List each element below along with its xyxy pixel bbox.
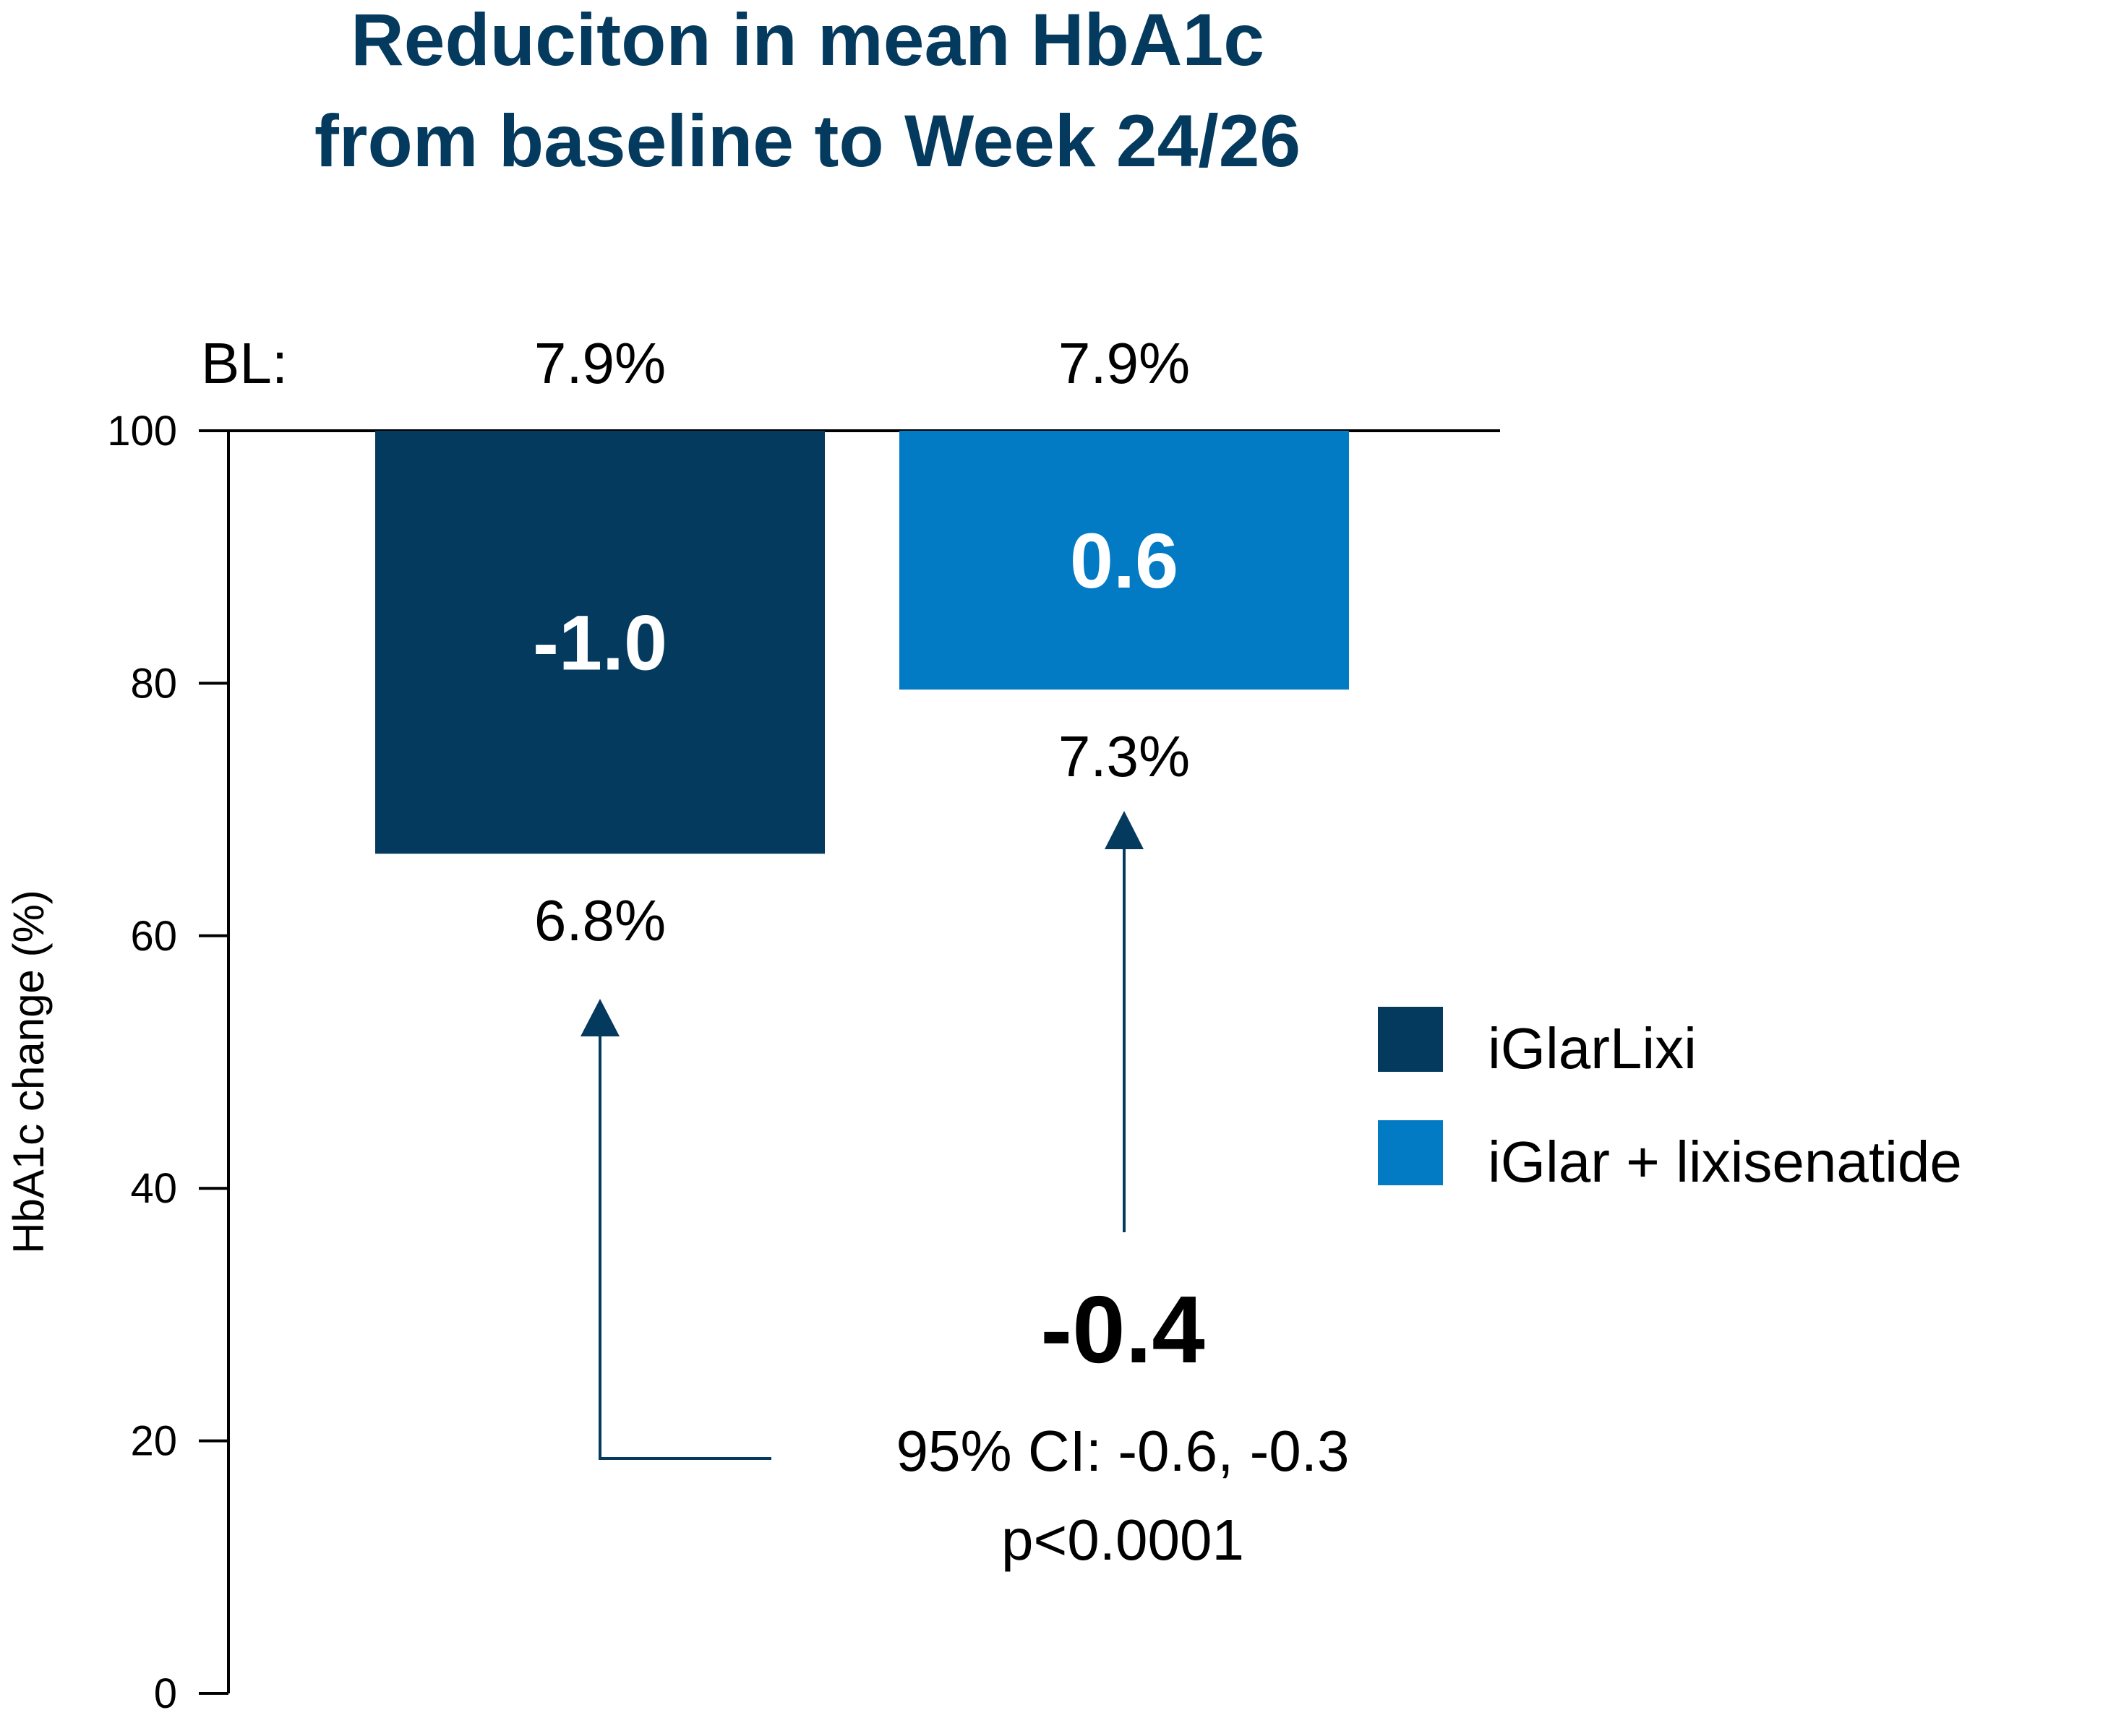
legend-label-iglar-lixisenatide: iGlar + lixisenatide — [1488, 1130, 1962, 1194]
bar-value-label-iglarlixi: -1.0 — [533, 599, 667, 687]
y-tick-label: 40 — [130, 1165, 177, 1212]
legend-swatch-iglarlixi — [1378, 1007, 1443, 1072]
bar-iglar-lixisenatide — [899, 431, 1349, 690]
y-tick-label: 60 — [130, 913, 177, 960]
arrow-to-iglar-lixisenatide — [1105, 811, 1144, 1232]
baseline-value-iglar-lixisenatide: 7.9% — [1058, 331, 1190, 395]
arrow-line-iglarlixi — [599, 1032, 771, 1460]
y-tick-label: 100 — [107, 408, 177, 455]
arrow-to-iglarlixi — [581, 999, 771, 1460]
baseline-value-iglarlixi: 7.9% — [534, 331, 666, 395]
chart-title-line-1: Reduciton in mean HbA1c — [351, 0, 1264, 81]
chart-title-line-2: from baseline to Week 24/26 — [314, 100, 1301, 182]
bar-iglarlixi — [375, 431, 825, 854]
y-tick-label: 20 — [130, 1418, 177, 1465]
end-value-iglar-lixisenatide: 7.3% — [1058, 724, 1190, 788]
confidence-interval: 95% CI: -0.6, -0.3 — [896, 1419, 1350, 1483]
legend: iGlarLixi iGlar + lixisenatide — [1378, 1007, 1962, 1194]
y-tick-label: 80 — [130, 660, 177, 707]
arrow-head-iglar-lixisenatide — [1105, 811, 1144, 849]
legend-label-iglarlixi: iGlarLixi — [1488, 1016, 1697, 1080]
difference-value: -0.4 — [1040, 1276, 1204, 1383]
end-value-iglarlixi: 6.8% — [534, 888, 666, 953]
y-axis-ticks: 0 20 40 60 80 100 — [107, 408, 228, 1717]
y-axis-label: HbA1c change (%) — [4, 890, 53, 1254]
legend-swatch-iglar-lixisenatide — [1378, 1120, 1443, 1185]
y-tick-label: 0 — [154, 1670, 177, 1717]
baseline-label: BL: — [201, 331, 288, 395]
arrow-head-iglarlixi — [581, 999, 620, 1036]
p-value: p<0.0001 — [1001, 1508, 1244, 1572]
bar-value-label-iglar-lixisenatide: 0.6 — [1070, 517, 1178, 604]
